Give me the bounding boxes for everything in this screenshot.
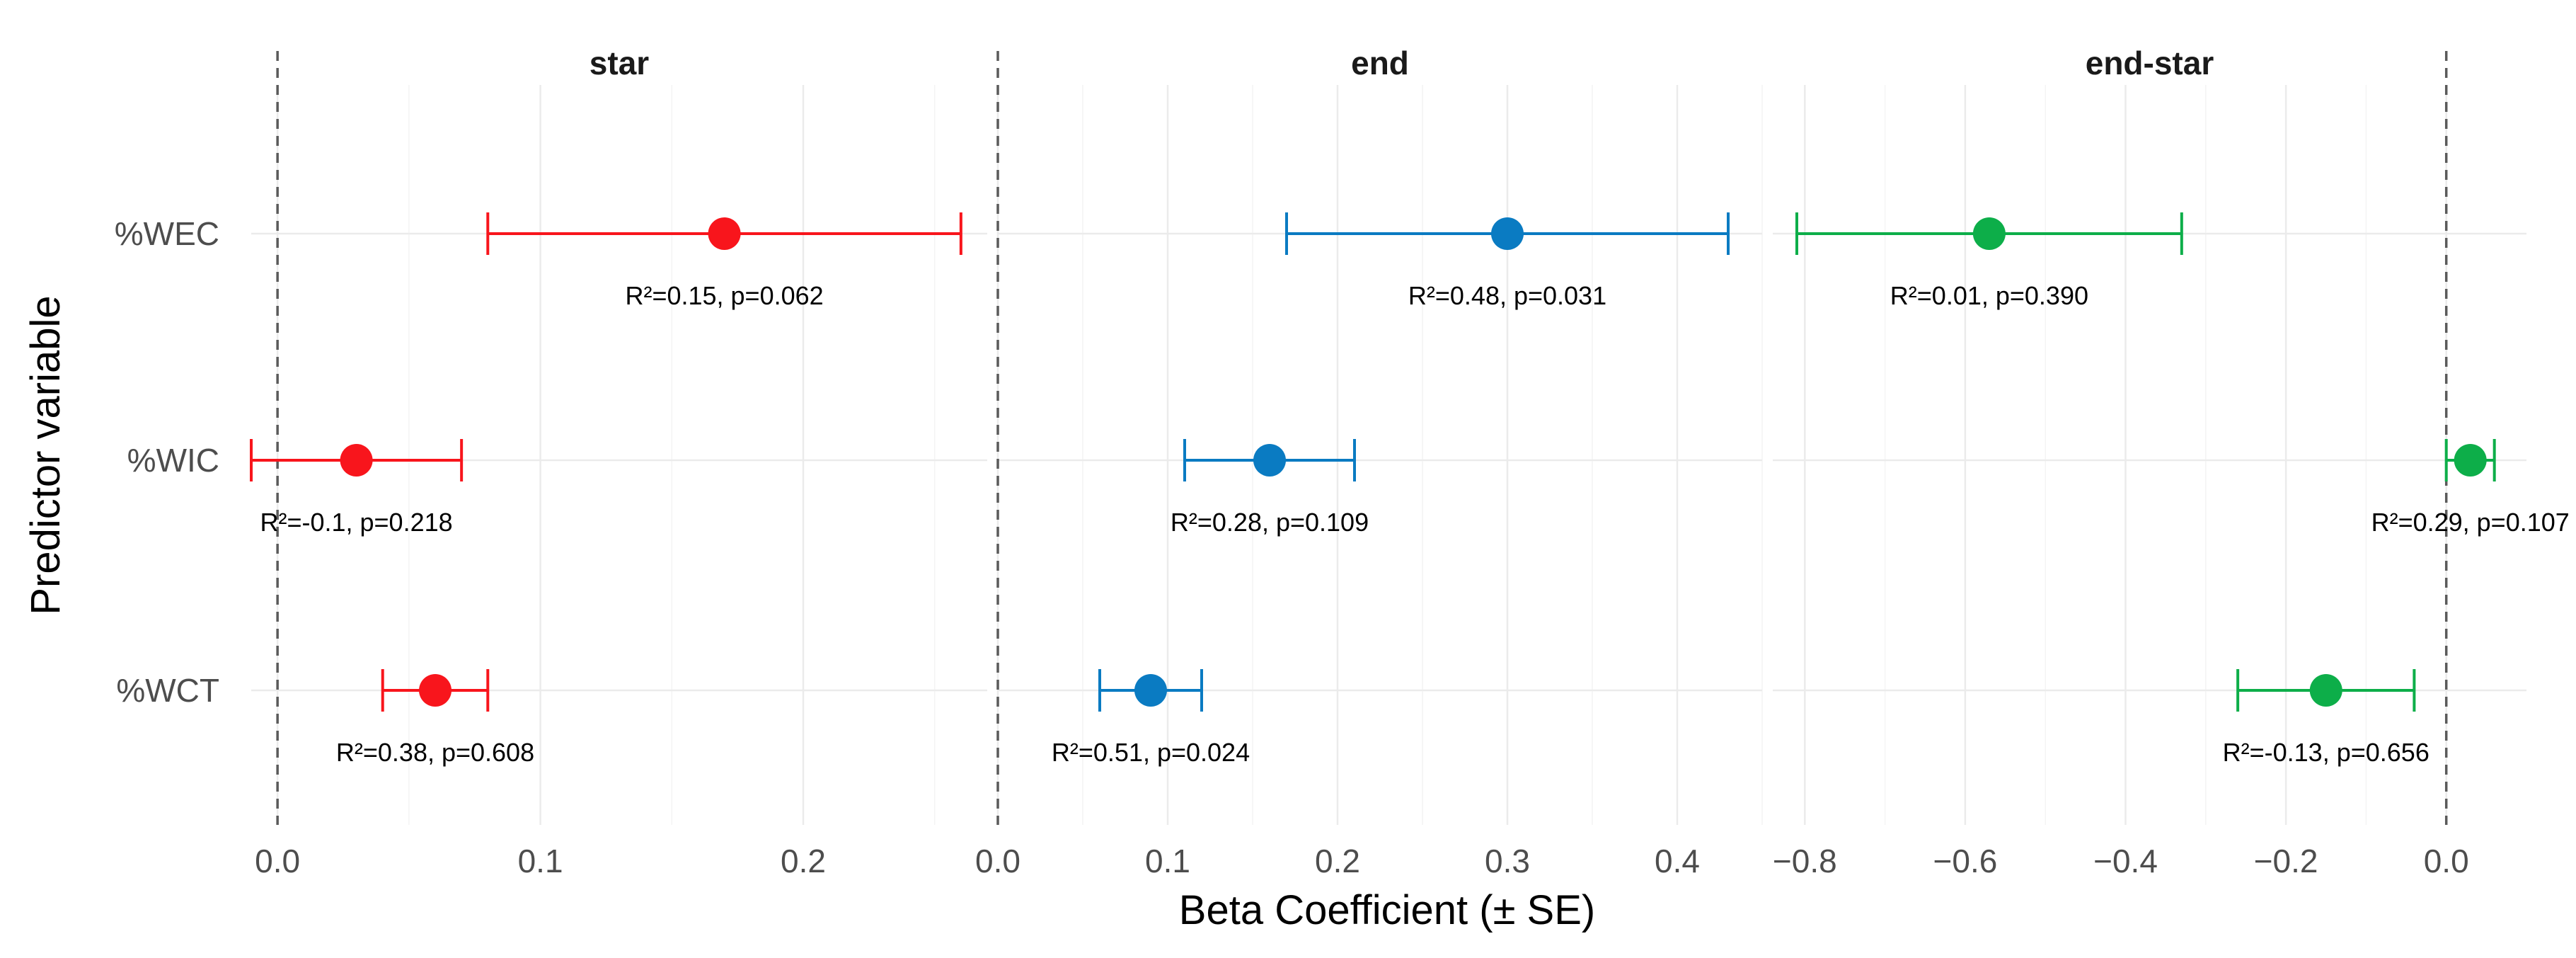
y-tick-label: %WIC (127, 442, 219, 479)
x-tick-label: 0.0 (975, 843, 1020, 879)
point-annotation: R²=0.01, p=0.390 (1890, 281, 2088, 310)
panel-star: star 0.0 0.1 0.2 R²=0.15, p=0.062 R²=-0.1, p=… (250, 45, 987, 879)
x-tick-label: −0.8 (1773, 843, 1837, 879)
x-axis-title: Beta Coefficient (± SE) (1179, 887, 1595, 933)
x-tick-label: 0.4 (1655, 843, 1700, 879)
data-point (2454, 444, 2487, 477)
point-annotation: R²=0.29, p=0.107 (2371, 508, 2570, 537)
data-point (2309, 674, 2342, 707)
point-group: R²=0.51, p=0.024 (1052, 669, 1250, 767)
point-annotation: R²=0.48, p=0.031 (1408, 281, 1606, 310)
point-group: R²=-0.1, p=0.218 (250, 439, 464, 537)
y-tick-labels: %WEC %WIC %WCT (115, 215, 219, 709)
data-point (1134, 674, 1167, 707)
point-group: R²=0.38, p=0.608 (336, 669, 534, 767)
y-axis-title: Predictor variable (23, 295, 69, 615)
facet-panels: star 0.0 0.1 0.2 R²=0.15, p=0.062 R²=-0.1, p=… (250, 45, 2570, 879)
x-tick-label: 0.1 (1145, 843, 1190, 879)
point-group: R²=0.28, p=0.109 (1171, 439, 1369, 537)
panel-end-star: end-star −0.8 −0.6 −0.4 −0.2 0.0 R²=0.01, p=0.… (1773, 45, 2570, 879)
point-annotation: R²=-0.1, p=0.218 (260, 508, 452, 537)
x-tick-label: 0.1 (518, 843, 563, 879)
point-group: R²=0.48, p=0.031 (1285, 212, 1730, 310)
point-annotation: R²=0.51, p=0.024 (1052, 738, 1250, 767)
y-tick-label: %WCT (116, 672, 219, 709)
data-point (708, 217, 741, 250)
x-tick-label: 0.0 (2424, 843, 2469, 879)
x-tick-label: −0.4 (2093, 843, 2158, 879)
point-group: R²=0.01, p=0.390 (1795, 212, 2183, 310)
point-group: R²=-0.13, p=0.656 (2223, 669, 2430, 767)
data-point (1491, 217, 1524, 250)
x-tick-label: 0.2 (781, 843, 826, 879)
data-point (340, 444, 373, 477)
x-tick-label: −0.6 (1933, 843, 1998, 879)
x-tick-label: −0.2 (2254, 843, 2318, 879)
panel-title: end-star (2086, 45, 2214, 81)
x-tick-label: 0.2 (1315, 843, 1360, 879)
point-annotation: R²=0.28, p=0.109 (1171, 508, 1369, 537)
x-tick-label: 0.3 (1485, 843, 1530, 879)
point-annotation: R²=-0.13, p=0.656 (2223, 738, 2430, 767)
panel-end: end 0.0 0.1 0.2 0.3 0.4 R²=0.48, p=0.031 R²=0.2… (975, 45, 1763, 879)
point-annotation: R²=0.38, p=0.608 (336, 738, 534, 767)
y-tick-label: %WEC (115, 215, 219, 252)
point-annotation: R²=0.15, p=0.062 (625, 281, 823, 310)
data-point (1253, 444, 1286, 477)
panel-title: star (590, 45, 649, 81)
data-point (419, 674, 452, 707)
panel-title: end (1351, 45, 1409, 81)
point-group: R²=0.29, p=0.107 (2371, 439, 2570, 537)
point-group: R²=0.15, p=0.062 (486, 212, 962, 310)
data-point (1972, 217, 2006, 250)
x-tick-label: 0.0 (255, 843, 300, 879)
